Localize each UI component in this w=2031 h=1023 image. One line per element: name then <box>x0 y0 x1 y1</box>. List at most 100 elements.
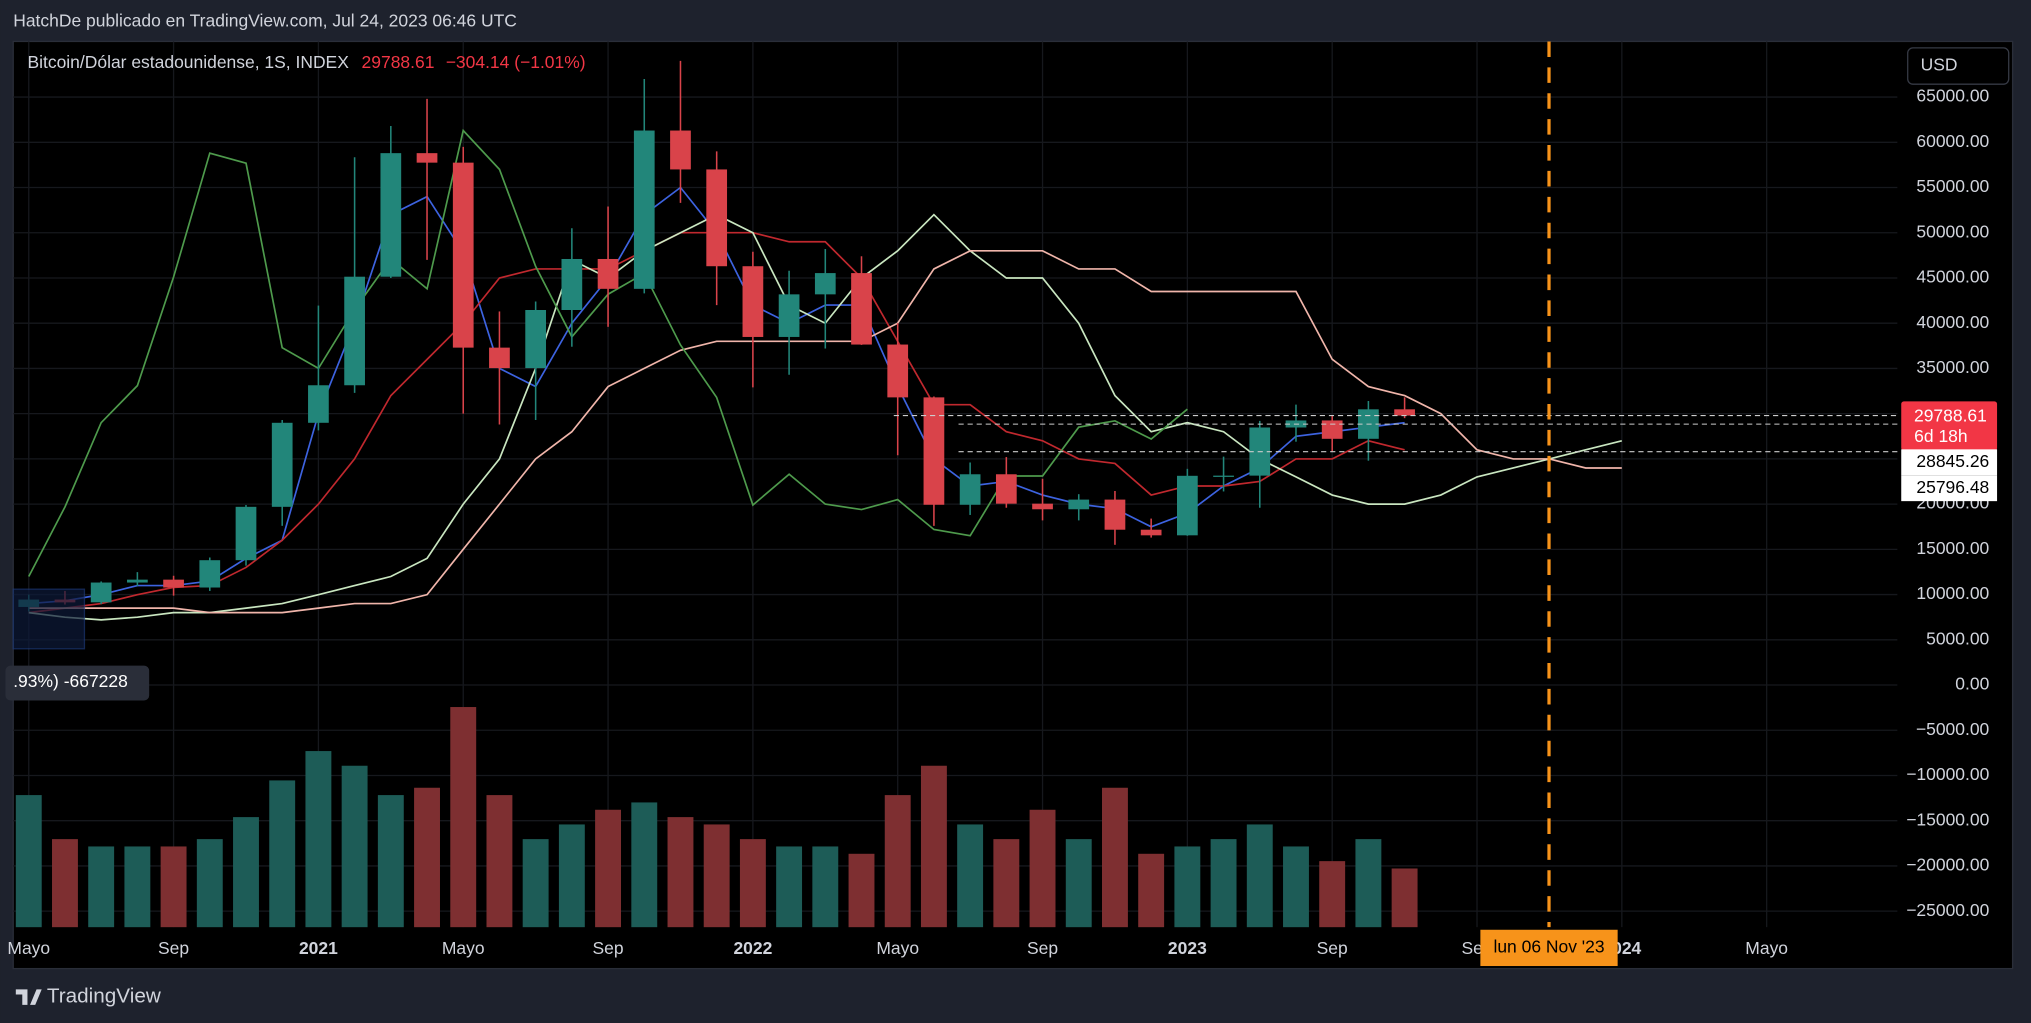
volume-bar <box>1391 868 1418 928</box>
volume-bar <box>450 707 477 928</box>
candle-body <box>597 258 619 289</box>
brand-logo <box>15 989 42 1005</box>
y-tick-label: 0.00 <box>1955 674 1989 694</box>
volume-bar <box>522 839 549 928</box>
volume-bar <box>1210 839 1237 928</box>
candle-body <box>923 397 945 505</box>
candle-body <box>308 385 329 423</box>
level-badge-label: 25796.48 <box>1916 477 1989 497</box>
level-badge <box>1901 475 1998 502</box>
y-tick-label: −20000.00 <box>1906 855 1989 875</box>
candle-body <box>561 258 583 310</box>
currency[interactable]: USD <box>1921 55 1958 75</box>
y-tick-label: 50000.00 <box>1916 221 1989 241</box>
candle-body <box>995 474 1017 504</box>
volume-bar <box>558 824 585 928</box>
y-tick-label: 45000.00 <box>1916 267 1989 287</box>
candle-body <box>163 579 184 588</box>
x-tick-label: Mayo <box>876 938 919 958</box>
x-tick-label: Sep <box>593 938 624 958</box>
volume-bar <box>377 795 404 928</box>
candle-body <box>452 162 474 348</box>
countdown: 6d 18h <box>1914 426 1967 446</box>
x-tick-label: Sep <box>1317 938 1348 958</box>
volume-bar <box>776 846 803 928</box>
header: HatchDe publicado en TradingView.com, Ju… <box>13 11 517 31</box>
candle-body <box>1213 475 1234 477</box>
legend-change: −304.14 (−1.01%) <box>446 52 586 72</box>
volume-bar <box>1283 846 1309 928</box>
volume-bar <box>1246 824 1273 928</box>
y-tick-label: −15000.00 <box>1906 809 1989 829</box>
selection-box <box>12 588 86 650</box>
candle-body <box>706 169 728 267</box>
y-tick-label: 40000.00 <box>1916 312 1989 332</box>
y-tick-label: −5000.00 <box>1916 719 1990 739</box>
volume-bar <box>1174 846 1201 928</box>
price-badge-label: 29788.61 <box>1914 405 1987 425</box>
candle-body <box>814 273 836 295</box>
volume-bar <box>920 765 947 928</box>
volume-bar <box>812 846 839 928</box>
candle-body <box>416 153 438 163</box>
volume-bar <box>196 839 223 928</box>
volume-bar <box>88 846 115 928</box>
volume-bar <box>160 846 187 928</box>
candle-body <box>235 506 257 561</box>
candle-body <box>127 579 148 583</box>
volume-bar <box>1102 787 1128 928</box>
volume-bar <box>993 839 1020 928</box>
x-tick-label: 2023 <box>1168 938 1207 958</box>
volume-bar <box>1029 809 1056 928</box>
volume-bar <box>15 795 42 928</box>
volume-bar <box>631 802 658 928</box>
candle-body <box>199 560 221 588</box>
x-tick-label: Mayo <box>7 938 50 958</box>
candle-body <box>1177 475 1198 536</box>
candle-body <box>489 347 510 369</box>
volume-bar <box>957 824 984 928</box>
chart-title: Bitcoin/Dólar estadounidense, 1S, INDEX <box>27 52 349 72</box>
candle-body <box>778 294 800 337</box>
x-tick-label: Mayo <box>1745 938 1788 958</box>
y-tick-label: 55000.00 <box>1916 176 1989 196</box>
level-badge-label: 28845.26 <box>1916 451 1989 471</box>
y-tick-label: −10000.00 <box>1906 764 1989 784</box>
y-tick-label: 15000.00 <box>1916 538 1989 558</box>
candle-body <box>633 130 655 289</box>
volume-bar <box>739 839 766 928</box>
y-tick-label: 35000.00 <box>1916 357 1989 377</box>
candle-body <box>380 153 402 277</box>
candle-body <box>1104 499 1126 530</box>
y-tick-label: 5000.00 <box>1926 628 1989 648</box>
plot <box>13 41 1898 928</box>
candle-body <box>525 309 547 369</box>
volume-bar <box>341 765 368 928</box>
candle-body <box>851 273 872 345</box>
candle-body <box>959 474 981 505</box>
x-tick-label: Mayo <box>442 938 485 958</box>
volume-bar <box>595 809 622 928</box>
candle-body <box>742 266 764 337</box>
volume-bar <box>486 795 513 928</box>
volume-bar <box>848 853 875 928</box>
candle-body <box>670 130 691 170</box>
volume-bar <box>1319 861 1346 928</box>
volume-bar <box>667 817 694 928</box>
x-tick-label: 2021 <box>299 938 338 958</box>
candle-body <box>90 582 112 603</box>
volume-bar <box>703 824 730 928</box>
footer-brand: TradingView <box>47 985 161 1008</box>
volume-bar <box>124 846 151 928</box>
candle-body <box>1068 499 1090 510</box>
x-tick-label: 2022 <box>733 938 772 958</box>
volume-bar <box>414 787 440 928</box>
volume-bar <box>1138 853 1165 928</box>
candle-body <box>271 422 293 507</box>
volume-label: .93%) -667228 <box>13 671 128 691</box>
volume-bar <box>52 839 78 928</box>
y-tick-label: 10000.00 <box>1916 583 1989 603</box>
level-badge <box>1901 449 1998 476</box>
currency-button[interactable] <box>1907 47 2010 85</box>
